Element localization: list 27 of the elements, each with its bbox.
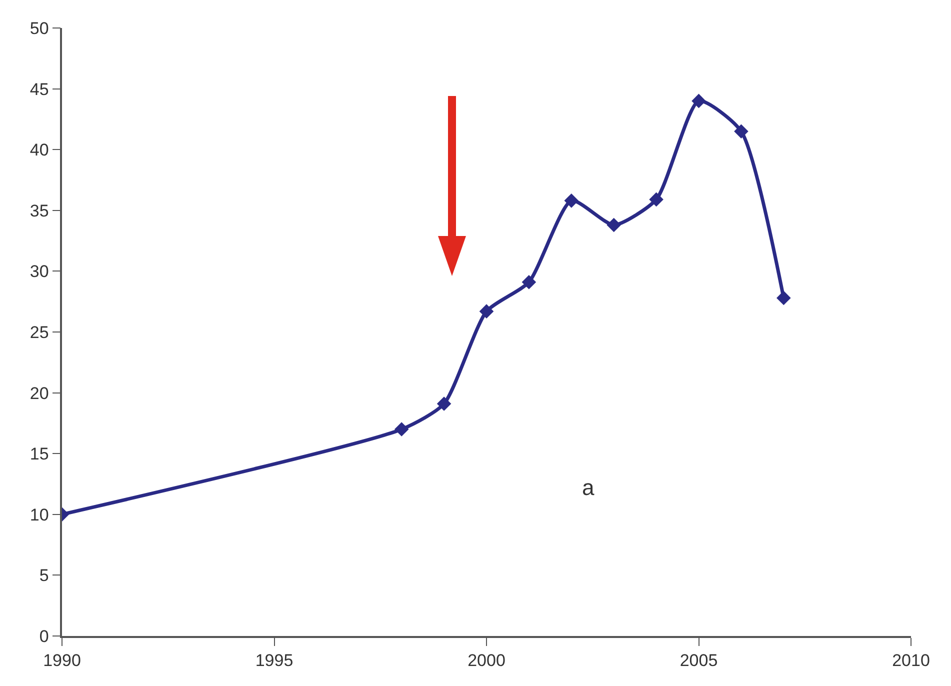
y-tick-label: 30 — [30, 262, 49, 282]
x-tick-label: 2000 — [468, 651, 506, 670]
y-tick-label: 20 — [30, 384, 49, 403]
point — [479, 304, 494, 318]
point — [564, 194, 579, 208]
y-tick-label: 5 — [39, 566, 49, 586]
y-tick-label: 0 — [39, 626, 49, 646]
point — [522, 274, 536, 290]
x-tick-label: 2010 — [892, 651, 930, 670]
point — [692, 94, 706, 108]
x-tick-label: 2005 — [680, 651, 718, 670]
y-tick-label: 15 — [30, 444, 49, 464]
y-tick-label: 50 — [30, 18, 49, 38]
point — [394, 422, 409, 436]
y-tick-label: 45 — [30, 80, 49, 99]
point — [649, 192, 664, 207]
point — [734, 124, 748, 139]
point — [436, 396, 452, 411]
y-tick-label: 40 — [30, 140, 49, 160]
annotation: a — [582, 475, 595, 500]
point — [606, 218, 621, 232]
y-tick-label: 25 — [30, 322, 49, 342]
y-tick-label: 35 — [30, 201, 49, 220]
x-tick-label: 1995 — [255, 651, 294, 670]
x-tick-label: 1990 — [43, 651, 81, 670]
point — [776, 290, 791, 306]
y-tick-label: 10 — [30, 505, 49, 524]
